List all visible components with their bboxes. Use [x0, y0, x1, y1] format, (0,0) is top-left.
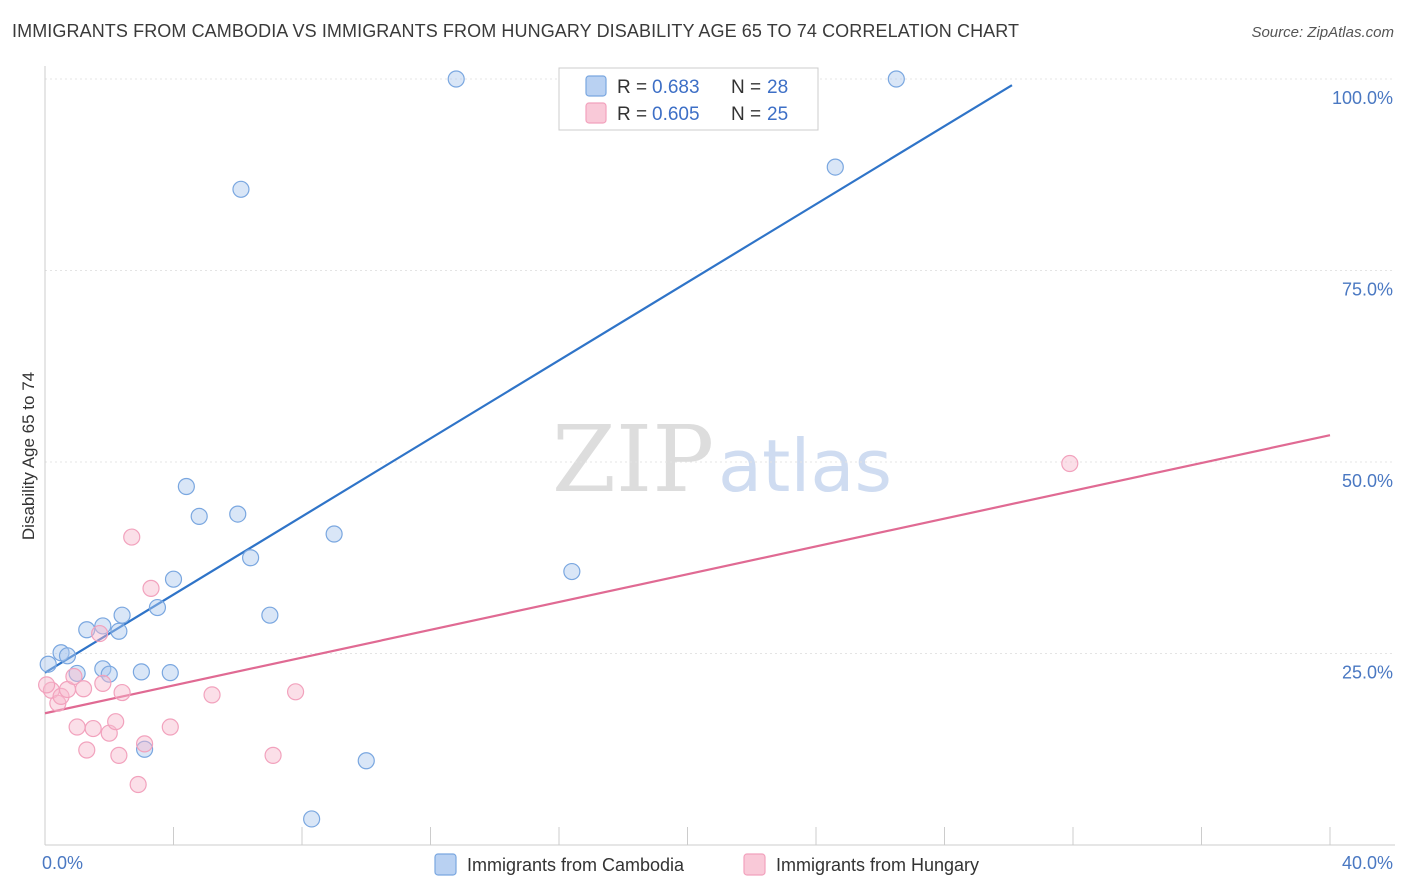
- source-label: Source: ZipAtlas.com: [1251, 24, 1394, 41]
- point-hungary-2: [52, 687, 70, 705]
- y-tick-label-50: 50.0%: [1342, 471, 1393, 491]
- point-cambodia-12: [161, 664, 179, 682]
- bottom-legend-swatch-cambodia: [434, 853, 457, 876]
- point-hungary-9: [91, 624, 109, 643]
- gridlines: [45, 78, 1395, 654]
- point-cambodia-21: [325, 525, 343, 543]
- point-cambodia-10: [132, 663, 150, 681]
- point-hungary-4: [65, 667, 83, 686]
- point-hungary-21: [264, 746, 282, 764]
- point-cambodia-18: [242, 549, 260, 567]
- point-hungary-14: [113, 683, 131, 702]
- watermark-zip: ZIP: [552, 406, 714, 513]
- legend-r-label-cambodia: R =: [617, 77, 647, 98]
- point-hungary-8: [84, 719, 102, 738]
- point-cambodia-16: [229, 505, 247, 523]
- series-legend: Immigrants from Cambodia Immigrants from…: [434, 853, 979, 876]
- bottom-legend-label-hungary: Immigrants from Hungary: [776, 855, 979, 875]
- y-tick-label-25: 25.0%: [1342, 663, 1393, 683]
- point-cambodia-11: [148, 598, 167, 617]
- point-cambodia-8: [110, 622, 128, 640]
- point-hungary-23: [1061, 454, 1079, 473]
- point-cambodia-2: [58, 647, 77, 665]
- y-tick-label-75: 75.0%: [1342, 280, 1393, 300]
- trend-line-cambodia: [44, 84, 1013, 674]
- point-hungary-22: [286, 683, 305, 701]
- point-cambodia-14: [177, 477, 195, 496]
- point-cambodia-20: [303, 810, 321, 828]
- point-hungary-5: [68, 718, 86, 736]
- point-hungary-18: [142, 579, 160, 597]
- point-hungary-13: [110, 746, 128, 764]
- legend-r-value-hungary: 0.605: [652, 104, 700, 125]
- point-cambodia-26: [887, 70, 905, 88]
- point-cambodia-27: [135, 740, 154, 758]
- point-hungary-24: [38, 676, 56, 694]
- point-hungary-7: [78, 741, 96, 759]
- bottom-legend-label-cambodia: Immigrants from Cambodia: [467, 855, 685, 875]
- stats-legend: R = 0.683 N = 28 R = 0.605 N = 25: [558, 67, 819, 131]
- point-cambodia-13: [164, 570, 183, 588]
- axes: [44, 66, 1395, 846]
- bottom-legend-swatch-hungary: [743, 853, 766, 876]
- point-hungary-10: [94, 674, 112, 692]
- legend-n-label-cambodia: N =: [731, 77, 761, 98]
- point-cambodia-19: [261, 606, 279, 624]
- watermark-atlas: atlas: [718, 424, 892, 508]
- point-cambodia-22: [357, 752, 375, 770]
- point-cambodia-15: [190, 507, 208, 525]
- y-axis-label: Disability Age 65 to 74: [19, 372, 38, 540]
- legend-swatch-cambodia: [585, 75, 607, 97]
- point-cambodia-25: [826, 158, 844, 176]
- x-tick-label-min: 0.0%: [42, 853, 83, 873]
- point-hungary-15: [123, 528, 141, 546]
- point-hungary-16: [129, 775, 147, 794]
- chart-title: IMMIGRANTS FROM CAMBODIA VS IMMIGRANTS F…: [12, 21, 1020, 41]
- point-hungary-12: [107, 713, 125, 731]
- point-cambodia-3: [68, 664, 86, 683]
- trend-lines: [44, 84, 1331, 715]
- legend-r-value-cambodia: 0.683: [652, 77, 700, 98]
- y-tick-label-100: 100.0%: [1332, 88, 1393, 108]
- point-hungary-19: [161, 718, 179, 736]
- legend-n-value-cambodia: 28: [767, 77, 788, 98]
- legend-n-label-hungary: N =: [731, 104, 761, 125]
- point-cambodia-24: [563, 562, 581, 581]
- point-cambodia-4: [78, 621, 96, 639]
- point-cambodia-0: [39, 655, 57, 673]
- data-points: [38, 70, 1079, 828]
- legend-swatch-hungary: [585, 102, 607, 124]
- point-hungary-20: [203, 686, 221, 704]
- point-hungary-17: [135, 735, 154, 753]
- legend-r-label-hungary: R =: [617, 104, 647, 125]
- point-hungary-6: [74, 680, 93, 698]
- trend-line-hungary: [44, 434, 1331, 715]
- legend-n-value-hungary: 25: [767, 104, 788, 125]
- tick-labels: 25.0% 50.0% 75.0% 100.0% 0.0% 40.0%: [42, 88, 1393, 873]
- point-cambodia-23: [447, 70, 465, 88]
- point-cambodia-9: [113, 606, 131, 624]
- x-tick-label-max: 40.0%: [1342, 853, 1393, 873]
- point-cambodia-7: [100, 665, 118, 683]
- point-cambodia-17: [232, 180, 250, 198]
